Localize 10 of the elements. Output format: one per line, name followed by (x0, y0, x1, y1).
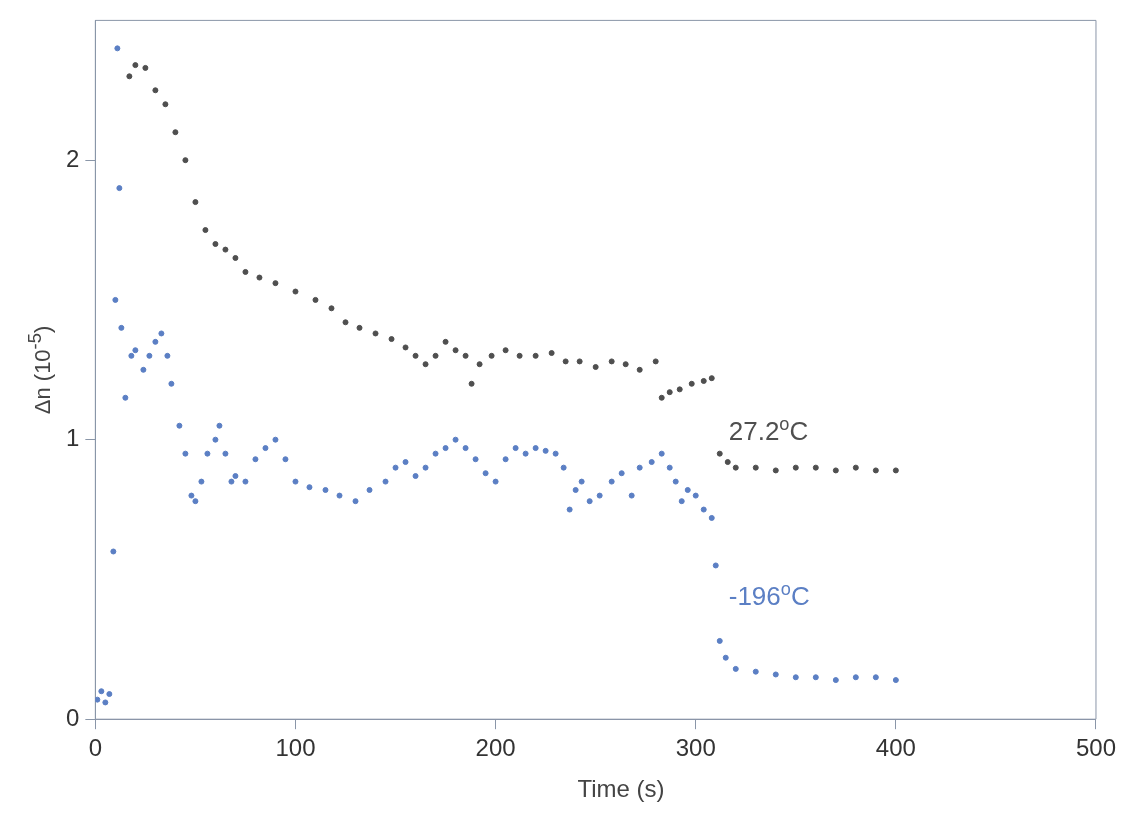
x-tick-label: 0 (88, 734, 103, 762)
y-tick-label: 0 (65, 703, 80, 731)
y-tick-label: 1 (65, 424, 80, 452)
x-axis-title: Time (s) (576, 775, 666, 803)
x-tick-label: 200 (475, 734, 516, 762)
x-tick-label: 400 (875, 734, 916, 762)
x-tick-label: 100 (275, 734, 316, 762)
y-tick-label: 2 (65, 144, 80, 172)
x-tick-label: 500 (1075, 734, 1116, 762)
x-tick-label: 300 (675, 734, 716, 762)
